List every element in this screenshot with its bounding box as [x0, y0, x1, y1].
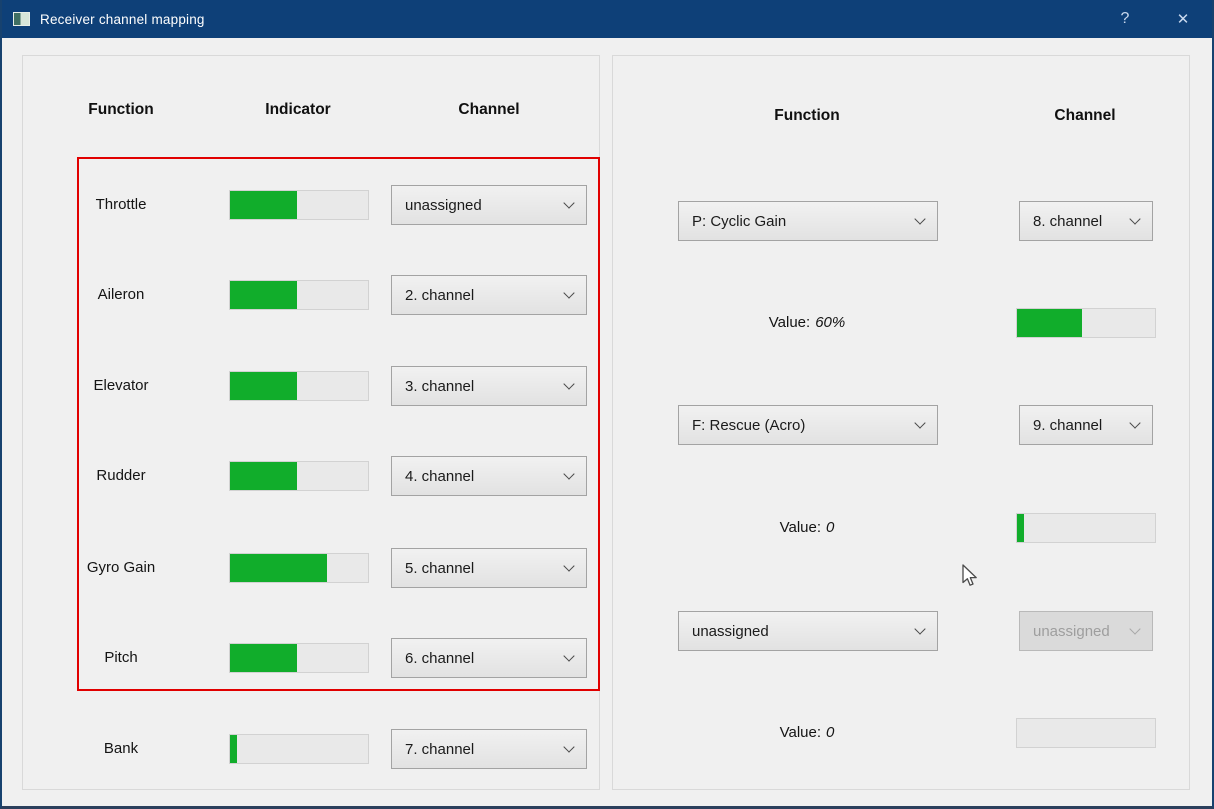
- function-select-1[interactable]: P: Cyclic Gain: [678, 201, 938, 241]
- value-number: 0: [826, 519, 835, 536]
- chevron-down-icon: [563, 560, 575, 572]
- pitch-channel-value: 6. channel: [405, 649, 475, 667]
- function-label-rudder: Rudder: [96, 467, 146, 484]
- value-indicator-bar-2: [1016, 513, 1156, 543]
- function-label-elevator: Elevator: [93, 377, 149, 394]
- aileron-indicator-fill: [230, 281, 297, 309]
- pitch-indicator-bar: [229, 643, 369, 673]
- chevron-down-icon: [563, 650, 575, 662]
- chevron-down-icon: [914, 417, 926, 429]
- value-indicator-bar-1: [1016, 308, 1156, 338]
- chevron-down-icon: [1129, 213, 1141, 225]
- value-label: Value:: [779, 724, 822, 741]
- rudder-indicator-bar: [229, 461, 369, 491]
- function-select-3[interactable]: unassigned: [678, 611, 938, 651]
- chevron-down-icon: [914, 623, 926, 635]
- pitch-channel-select[interactable]: 6. channel: [391, 638, 587, 678]
- channel-select-3[interactable]: unassigned: [1019, 611, 1153, 651]
- value-number: 60%: [815, 314, 846, 331]
- receiver-mapping-panel: Function Indicator Channel Throttle unas…: [22, 55, 600, 790]
- channel-select-1[interactable]: 8. channel: [1019, 201, 1153, 241]
- gyro-gain-indicator-fill: [230, 554, 327, 582]
- value-indicator-fill-1: [1017, 309, 1082, 337]
- function-column-header: Function: [774, 107, 840, 124]
- rudder-indicator-fill: [230, 462, 297, 490]
- function-column-header: Function: [88, 101, 154, 118]
- value-text-1: Value: 60%: [677, 312, 937, 334]
- channel-column-header: Channel: [1054, 107, 1116, 124]
- throttle-indicator-fill: [230, 191, 297, 219]
- chevron-down-icon: [563, 468, 575, 480]
- function-label-bank: Bank: [103, 740, 139, 757]
- value-number: 0: [826, 724, 835, 741]
- elevator-indicator-bar: [229, 371, 369, 401]
- bank-channel-value: 7. channel: [405, 740, 475, 758]
- elevator-indicator-fill: [230, 372, 297, 400]
- function-select-2[interactable]: F: Rescue (Acro): [678, 405, 938, 445]
- function-select-3-value: unassigned: [692, 622, 769, 640]
- value-text-2: Value: 0: [677, 517, 937, 539]
- function-select-1-value: P: Cyclic Gain: [692, 212, 787, 230]
- chevron-down-icon: [563, 378, 575, 390]
- indicator-column-header: Indicator: [265, 101, 331, 118]
- chevron-down-icon: [914, 213, 926, 225]
- aileron-channel-select[interactable]: 2. channel: [391, 275, 587, 315]
- function-select-2-value: F: Rescue (Acro): [692, 416, 806, 434]
- bank-indicator-fill: [230, 735, 237, 763]
- bank-channel-select[interactable]: 7. channel: [391, 729, 587, 769]
- bank-indicator-bar: [229, 734, 369, 764]
- rudder-channel-value: 4. channel: [405, 467, 475, 485]
- chevron-down-icon: [563, 741, 575, 753]
- aux-function-panel: Function Channel P: Cyclic Gain 8. chann…: [612, 55, 1190, 790]
- value-label: Value:: [779, 519, 822, 536]
- gyro-gain-indicator-bar: [229, 553, 369, 583]
- function-label-pitch: Pitch: [104, 649, 138, 666]
- pitch-indicator-fill: [230, 644, 297, 672]
- help-button[interactable]: ?: [1120, 10, 1130, 27]
- throttle-indicator-bar: [229, 190, 369, 220]
- gyro-gain-channel-value: 5. channel: [405, 559, 475, 577]
- channel-column-header: Channel: [458, 101, 520, 118]
- window-title: Receiver channel mapping: [40, 11, 205, 27]
- rudder-channel-select[interactable]: 4. channel: [391, 456, 587, 496]
- aileron-channel-value: 2. channel: [405, 286, 475, 304]
- channel-select-2[interactable]: 9. channel: [1019, 405, 1153, 445]
- function-label-aileron: Aileron: [97, 286, 145, 303]
- throttle-channel-value: unassigned: [405, 196, 482, 214]
- channel-select-3-value: unassigned: [1033, 622, 1110, 640]
- chevron-down-icon: [1129, 417, 1141, 429]
- chevron-down-icon: [563, 287, 575, 299]
- function-label-gyro-gain: Gyro Gain: [86, 559, 156, 576]
- highlight-rectangle: [77, 157, 600, 691]
- app-icon: [13, 12, 30, 26]
- throttle-channel-select[interactable]: unassigned: [391, 185, 587, 225]
- channel-select-2-value: 9. channel: [1033, 416, 1103, 434]
- value-indicator-bar-3: [1016, 718, 1156, 748]
- chevron-down-icon: [1129, 623, 1141, 635]
- function-label-throttle: Throttle: [95, 196, 147, 213]
- value-text-3: Value: 0: [677, 722, 937, 744]
- channel-select-1-value: 8. channel: [1033, 212, 1103, 230]
- gyro-gain-channel-select[interactable]: 5. channel: [391, 548, 587, 588]
- title-bar: Receiver channel mapping ? ✕: [0, 0, 1214, 38]
- close-button[interactable]: ✕: [1176, 11, 1190, 28]
- chevron-down-icon: [563, 197, 575, 209]
- value-label: Value:: [768, 314, 811, 331]
- elevator-channel-select[interactable]: 3. channel: [391, 366, 587, 406]
- value-indicator-fill-2: [1017, 514, 1024, 542]
- aileron-indicator-bar: [229, 280, 369, 310]
- elevator-channel-value: 3. channel: [405, 377, 475, 395]
